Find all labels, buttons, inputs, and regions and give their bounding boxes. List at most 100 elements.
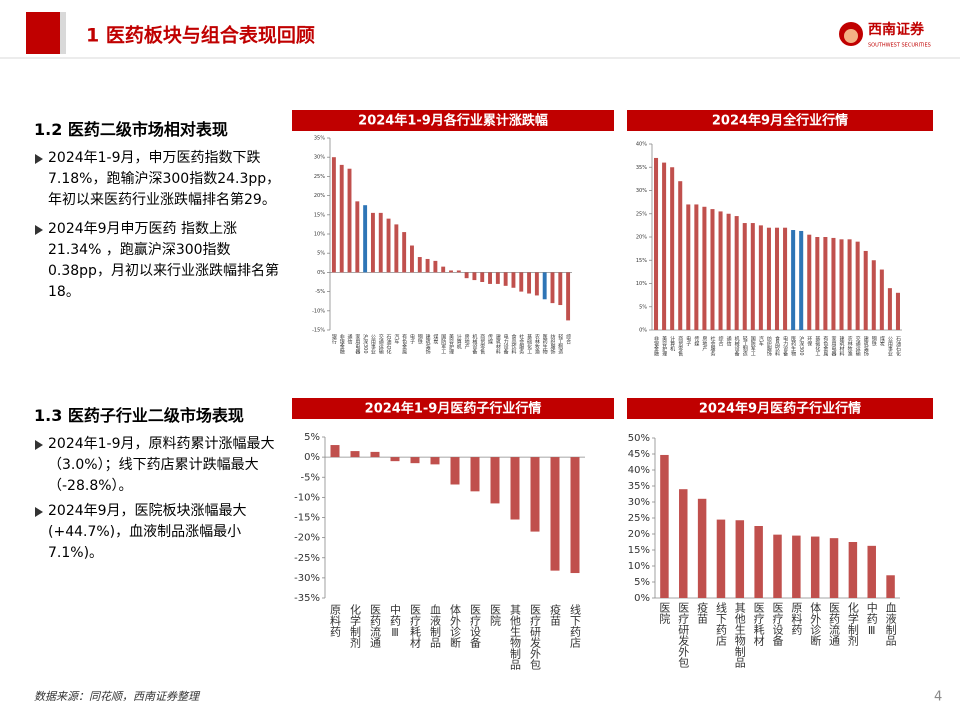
y-tick-label: 35% [628, 481, 650, 492]
x-tick-label: 医药生物 [542, 334, 548, 355]
logo-name: 西南证券 [868, 21, 925, 38]
bar [430, 457, 440, 465]
x-tick-label: 电子 [685, 335, 691, 346]
bar [394, 224, 399, 273]
x-tick-label: 沪深300 [798, 335, 804, 355]
page-number: 4 [934, 690, 942, 705]
bar [807, 234, 812, 330]
y-tick-label: 0% [639, 328, 647, 334]
bar [331, 157, 336, 273]
bar [519, 272, 524, 292]
x-tick-label: 线下药店 [714, 601, 727, 646]
x-tick-label: 计算机 [669, 335, 675, 352]
bullet-text: 2024年9月，医院板块涨幅最大(+44.7%)，血液制品涨幅最小7.1%)。 [48, 503, 247, 561]
text-section: 1.3 医药子行业二级市场表现 2024年1-9月，原料药累计涨幅最大（3.0%）… [34, 402, 284, 568]
bar [773, 534, 782, 598]
bar [495, 272, 500, 284]
x-tick-label: 中药Ⅲ [389, 604, 402, 639]
bar [848, 542, 858, 598]
x-tick-label: 医疗耗材 [409, 604, 422, 648]
chart-title: 2024年9月医药子行业行情 [699, 401, 861, 417]
bar [542, 272, 547, 300]
x-tick-label: 综合 [718, 335, 724, 347]
bar [702, 206, 707, 330]
x-tick-label: 基础化工 [814, 335, 820, 356]
x-tick-label: 医药流通 [369, 604, 382, 648]
bullet-arrow [35, 225, 43, 235]
x-tick-label: 石油石化 [895, 336, 901, 357]
bar [386, 218, 391, 273]
y-tick-label: -25% [294, 553, 320, 564]
bar [490, 457, 500, 504]
chart-title: 2024年9月全行业行情 [712, 113, 848, 129]
x-tick-label: 轻工制造 [742, 335, 748, 357]
x-tick-label: 医院 [489, 604, 502, 626]
y-tick-label: 20% [314, 193, 325, 199]
y-tick-label: 30% [636, 188, 647, 194]
x-tick-label: 石油石化 [386, 334, 392, 355]
bar [410, 245, 414, 273]
x-tick-label: 国防军工 [440, 334, 446, 354]
bar [330, 445, 340, 458]
bar [441, 266, 446, 273]
y-tick-label: 0% [317, 270, 325, 276]
bullet-arrow [35, 154, 43, 164]
y-tick-label: 5% [634, 577, 650, 588]
bar [488, 272, 492, 284]
bar [710, 209, 715, 330]
x-tick-label: 原料药 [329, 604, 342, 638]
x-tick-label: 化学制剂 [846, 601, 859, 647]
bullet-text: 2024年1-9月，原料药累计涨幅最大（3.0%）；线下药店累计跌幅最大（-28… [48, 436, 275, 494]
bar [355, 201, 360, 273]
x-tick-label: 公用事业 [370, 334, 376, 354]
bar [871, 260, 876, 330]
x-tick-label: 建筑装饰 [863, 335, 869, 357]
bar [895, 292, 900, 330]
x-tick-label: 建筑装饰 [425, 333, 431, 355]
bar [464, 272, 469, 279]
section-heading: 1.3 医药子行业二级市场表现 [34, 406, 244, 425]
x-tick-label: 电子 [409, 333, 415, 344]
y-tick-label: 20% [636, 235, 647, 241]
logo-english: SOUTHWEST SECURITIES [868, 43, 931, 49]
bar [503, 272, 508, 286]
bar [450, 457, 460, 485]
x-tick-label: 煤炭 [432, 333, 438, 345]
header-block-shade [60, 12, 66, 54]
x-tick-label: 有色金属 [822, 335, 828, 357]
logo-core [844, 29, 858, 43]
bullet: 2024年9月申万医药 指数上涨21.34% ，跑赢沪深300指数0.38pp，… [34, 219, 284, 303]
header-block [26, 12, 60, 54]
x-tick-label: 农林牧渔 [847, 335, 853, 357]
x-tick-label: 纺织服饰 [549, 333, 555, 355]
bar [511, 272, 516, 288]
x-tick-label: 电力设备 [782, 335, 788, 357]
x-tick-label: 社会服务 [709, 335, 715, 357]
x-tick-label: 美容护理 [661, 335, 667, 356]
bar [754, 526, 763, 598]
x-tick-label: 医疗研发外包 [677, 602, 690, 668]
bar [378, 212, 383, 273]
bar [456, 270, 461, 273]
x-tick-label: 化学制剂 [349, 603, 362, 649]
x-tick-label: 交通运输 [378, 333, 384, 355]
x-tick-label: 环保 [806, 336, 812, 347]
bar [726, 213, 731, 330]
y-tick-label: 10% [636, 281, 647, 287]
bar [566, 272, 571, 321]
x-tick-label: 医院 [658, 602, 671, 624]
bar [678, 181, 683, 330]
x-tick-label: 其他生物制品 [509, 604, 522, 670]
bar [410, 457, 420, 464]
y-tick-label: 5% [304, 432, 320, 443]
bar [718, 211, 723, 330]
bar [829, 538, 839, 598]
bar [679, 489, 688, 598]
bar [347, 168, 352, 273]
bar [390, 457, 400, 462]
x-tick-label: 通信 [726, 335, 732, 347]
x-tick-label: 综合 [565, 333, 571, 345]
chart-banner [292, 110, 614, 131]
bar [339, 164, 344, 273]
chart-banner [627, 110, 933, 131]
